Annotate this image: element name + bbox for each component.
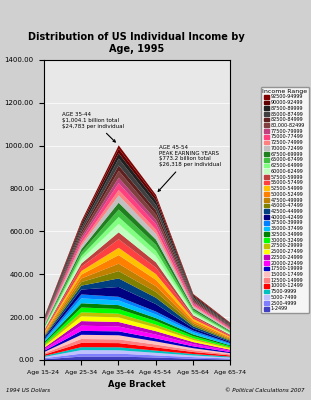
Title: Distribution of US Individual Income by
Age, 1995: Distribution of US Individual Income by … (29, 32, 245, 54)
Text: AGE 35-44
$1,004.1 billion total
$24,783 per individual: AGE 35-44 $1,004.1 billion total $24,783… (62, 112, 124, 142)
Text: 1994 US Dollars: 1994 US Dollars (6, 388, 50, 393)
Text: © Political Calculations 2007: © Political Calculations 2007 (225, 388, 305, 393)
Text: AGE 45-54
PEAK EARNING YEARS
$773.2 billion total
$26,318 per individual: AGE 45-54 PEAK EARNING YEARS $773.2 bill… (158, 145, 221, 191)
Legend: 92500-94999, 90000-92499, 87500-89999, 85000-87499, 82500-84999, 80,000-82499, 7: 92500-94999, 90000-92499, 87500-89999, 8… (261, 87, 309, 313)
X-axis label: Age Bracket: Age Bracket (108, 380, 166, 389)
